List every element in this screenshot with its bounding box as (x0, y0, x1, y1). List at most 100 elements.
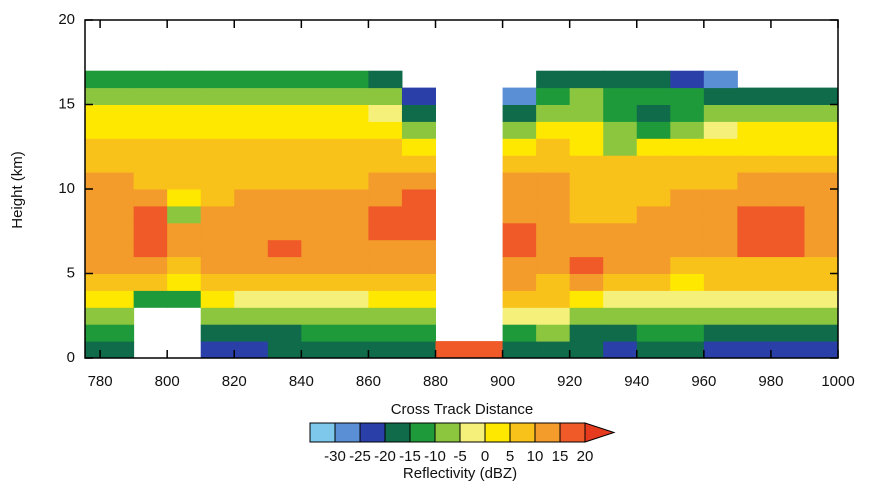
cell (401, 222, 437, 241)
cell (737, 290, 772, 308)
y-tick-label: 10 (58, 180, 75, 197)
cell (737, 87, 772, 105)
colorbar-box (559, 422, 586, 443)
cell (636, 205, 671, 224)
cell (334, 155, 369, 173)
cell (703, 222, 738, 241)
cell (368, 87, 403, 105)
cell (603, 205, 638, 224)
cell (301, 205, 336, 224)
cell (804, 104, 839, 122)
cell (636, 172, 671, 190)
cell (536, 222, 571, 241)
cell (536, 138, 571, 156)
cell (770, 341, 805, 359)
cell (703, 189, 738, 207)
cell (770, 273, 805, 291)
x-tick-label: 1000 (821, 373, 854, 390)
cell (536, 189, 571, 207)
cell (301, 138, 336, 156)
cell (334, 222, 369, 241)
cell (167, 155, 202, 173)
cell (401, 189, 437, 207)
cell (267, 256, 302, 274)
cell (234, 138, 269, 156)
cell (770, 205, 805, 224)
cell (301, 87, 336, 105)
cell (133, 256, 168, 274)
colorbar-tick-label: -20 (374, 448, 396, 465)
cell (603, 121, 638, 139)
cell (133, 121, 168, 139)
cell (636, 70, 671, 89)
colorbar-tick-label: -25 (349, 448, 371, 465)
x-tick-label: 980 (758, 373, 783, 390)
cell (200, 121, 235, 139)
cell (368, 290, 403, 308)
cell (569, 307, 604, 325)
cell (234, 324, 269, 342)
cell (267, 138, 302, 156)
colorbar-tick-label: 20 (577, 448, 594, 465)
colorbar-box (334, 422, 361, 443)
cell (804, 138, 839, 156)
cell (737, 307, 772, 325)
cell (569, 239, 604, 258)
cell (334, 290, 369, 308)
cell (267, 104, 302, 122)
cell (368, 189, 403, 207)
cell (200, 324, 235, 342)
cell (804, 256, 839, 274)
cell (133, 138, 168, 156)
cell (536, 239, 571, 258)
cell (368, 324, 403, 342)
cell (200, 273, 235, 291)
colorbar-box (309, 422, 336, 443)
cell (267, 324, 302, 342)
colorbar-tick-label: 5 (506, 448, 514, 465)
cell (234, 256, 269, 274)
cell (401, 341, 437, 359)
cell (469, 341, 504, 359)
cell (401, 104, 437, 122)
cell (301, 290, 336, 308)
colorbar-box (484, 422, 511, 443)
cell (200, 205, 235, 224)
cell (502, 222, 537, 241)
colorbar-tick-label: 15 (552, 448, 569, 465)
cell (334, 324, 369, 342)
cell (85, 341, 135, 359)
cell (670, 104, 705, 122)
cell (401, 273, 437, 291)
cell (670, 341, 705, 359)
y-tick-label: 20 (58, 11, 75, 28)
cell (334, 87, 369, 105)
cell (502, 121, 537, 139)
cell (569, 290, 604, 308)
cell (368, 222, 403, 241)
cell (636, 307, 671, 325)
cell (301, 273, 336, 291)
cell (636, 290, 671, 308)
cell (603, 324, 638, 342)
cell (85, 324, 135, 342)
cell (804, 222, 839, 241)
cell (737, 155, 772, 173)
cell (267, 222, 302, 241)
cell (770, 155, 805, 173)
cell (301, 256, 336, 274)
cell (737, 324, 772, 342)
cell (301, 70, 336, 89)
cell (703, 290, 738, 308)
cell (603, 341, 638, 359)
cell (636, 104, 671, 122)
colorbar-tick-label: -10 (424, 448, 446, 465)
cell (536, 324, 571, 342)
cell (401, 324, 437, 342)
cell (234, 70, 269, 89)
cell (737, 205, 772, 224)
cell (603, 104, 638, 122)
cell (234, 172, 269, 190)
cell (670, 273, 705, 291)
